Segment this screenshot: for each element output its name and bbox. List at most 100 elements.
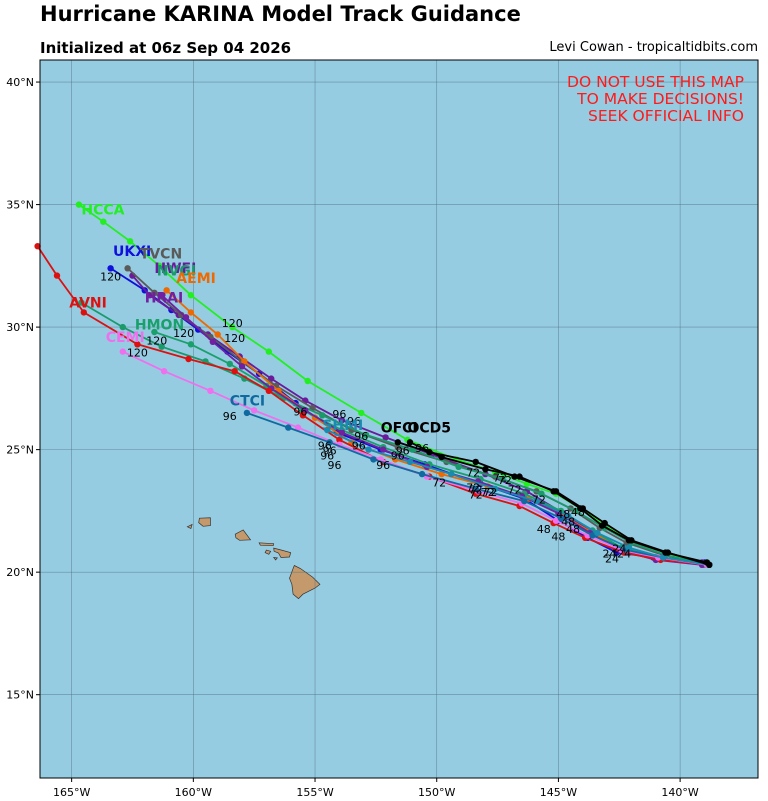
track-point-ukxi <box>107 265 114 272</box>
track-point-ocd5 <box>482 466 489 473</box>
track-point-avni <box>80 309 88 316</box>
x-tick-label: 155°W <box>296 786 333 799</box>
hour-label: 72 <box>432 476 446 489</box>
x-tick-label: 145°W <box>540 786 577 799</box>
track-point-nvgi <box>119 323 127 331</box>
island-kauai <box>198 517 211 527</box>
track-point-hcca <box>229 323 236 331</box>
model-label-hwfi: HWFI <box>154 261 196 277</box>
hour-label: 96 <box>332 408 346 421</box>
forecast-hour-labels: 1201207296969612012012096120967296729672… <box>100 271 631 566</box>
hour-label: 72 <box>469 484 483 497</box>
warning-line-1: DO NOT USE THIS MAP <box>567 73 744 91</box>
hour-label: 96 <box>318 440 332 453</box>
track-point-aemi <box>214 331 221 338</box>
track-point-hcca <box>265 348 272 355</box>
hour-label: 120 <box>222 317 243 330</box>
model-label-ukxi: UKXI <box>113 244 151 260</box>
track-point-hrai <box>209 338 216 345</box>
init-time: Initialized at 06z Sep 04 2026 <box>40 39 292 57</box>
track-point-ctci <box>326 439 333 446</box>
hour-label: 48 <box>556 508 570 521</box>
track-point-shmi <box>594 529 601 537</box>
hour-label: 96 <box>354 430 368 443</box>
track-point-hrai <box>302 407 309 414</box>
track-point-hmon <box>226 360 233 368</box>
axis-labels: 165°W 160°W 155°W 150°W 145°W 140°W 15°N 20°N 25… <box>6 76 699 799</box>
track-point-shmi <box>533 497 540 505</box>
island-hawaii <box>289 565 321 600</box>
hour-label: 48 <box>566 523 580 536</box>
y-tick-label: 25°N <box>6 444 34 457</box>
track-point-ocd5 <box>406 439 414 446</box>
hour-label: 72 <box>466 481 480 494</box>
track-point-hwfi <box>146 292 153 299</box>
track-point-ctci <box>418 470 426 478</box>
track-point-ctci <box>589 532 596 539</box>
track-point-shmi <box>625 544 633 551</box>
track-point-ocd5 <box>550 488 557 495</box>
track-point-nvgi <box>158 343 165 350</box>
track-point-avni <box>231 368 238 375</box>
track-line-aemi <box>165 289 705 566</box>
track-point-nvgi <box>78 299 85 306</box>
model-label-ofci: OFCI <box>381 421 418 437</box>
warning-box: DO NOT USE THIS MAP TO MAKE DECISIONS! S… <box>567 73 744 125</box>
track-point-shmi <box>365 446 372 453</box>
track-point-shmi <box>448 470 455 478</box>
track-point-avni <box>265 387 272 394</box>
warning-line-3: SEEK OFFICIAL INFO <box>588 107 744 125</box>
x-tick-label: 150°W <box>418 786 455 799</box>
track-point-ctci <box>370 456 377 463</box>
track-point-hmon <box>187 341 195 348</box>
track-point-ocd5 <box>662 549 669 556</box>
hour-label: 24 <box>603 548 617 561</box>
grid-lines <box>40 60 758 778</box>
hour-label: 96 <box>223 410 237 423</box>
hour-label: 96 <box>352 440 366 453</box>
track-point-ctci <box>521 497 528 505</box>
credit-text: Levi Cowan - tropicaltidbits.com <box>549 40 758 55</box>
track-point-ocd5 <box>599 522 606 529</box>
track-point-cemi <box>552 517 560 524</box>
track-point-ctci <box>472 485 479 492</box>
hour-label: 96 <box>293 405 307 418</box>
model-label-tvcn: TVCN <box>140 247 182 263</box>
model-tracks <box>34 201 713 568</box>
hour-label: 72 <box>493 472 507 485</box>
hour-label: 120 <box>146 334 167 347</box>
hour-label: 96 <box>323 445 337 458</box>
track-point-shmi <box>406 458 414 466</box>
track-point-aemi <box>187 309 195 316</box>
island-niihau <box>186 523 193 529</box>
track-point-hcca <box>126 238 134 245</box>
track-point-tvcn <box>151 289 158 296</box>
track-line-ocd5 <box>409 441 708 564</box>
track-point-ctci <box>285 424 292 431</box>
hour-label: 72 <box>498 474 512 487</box>
track-point-ocd5 <box>625 537 633 544</box>
hour-label: 72 <box>481 486 495 499</box>
hour-label: 96 <box>391 449 405 462</box>
track-point-nvgi <box>499 475 506 483</box>
hour-label: 24 <box>605 552 619 565</box>
land-group <box>186 517 321 600</box>
track-point-ocd5 <box>703 559 711 566</box>
track-point-cemi <box>207 387 214 394</box>
hour-label: 96 <box>396 445 410 458</box>
hour-label: 24 <box>617 548 631 561</box>
track-point-aemi <box>163 287 170 294</box>
track-point-hcca <box>304 377 311 385</box>
model-label-nvgi: NVGI <box>157 264 196 280</box>
track-point-ctci <box>243 409 251 417</box>
track-point-aemi <box>241 358 248 365</box>
x-tick-label: 165°W <box>53 786 90 799</box>
track-point-shmi <box>659 554 667 561</box>
track-point-hrai <box>338 429 345 436</box>
track-point-ofci <box>394 439 401 446</box>
ocean-area <box>40 60 758 778</box>
hour-label: 96 <box>328 459 342 472</box>
hour-label: 72 <box>466 467 480 480</box>
track-point-avni <box>185 355 192 363</box>
hour-label: 72 <box>483 486 497 499</box>
